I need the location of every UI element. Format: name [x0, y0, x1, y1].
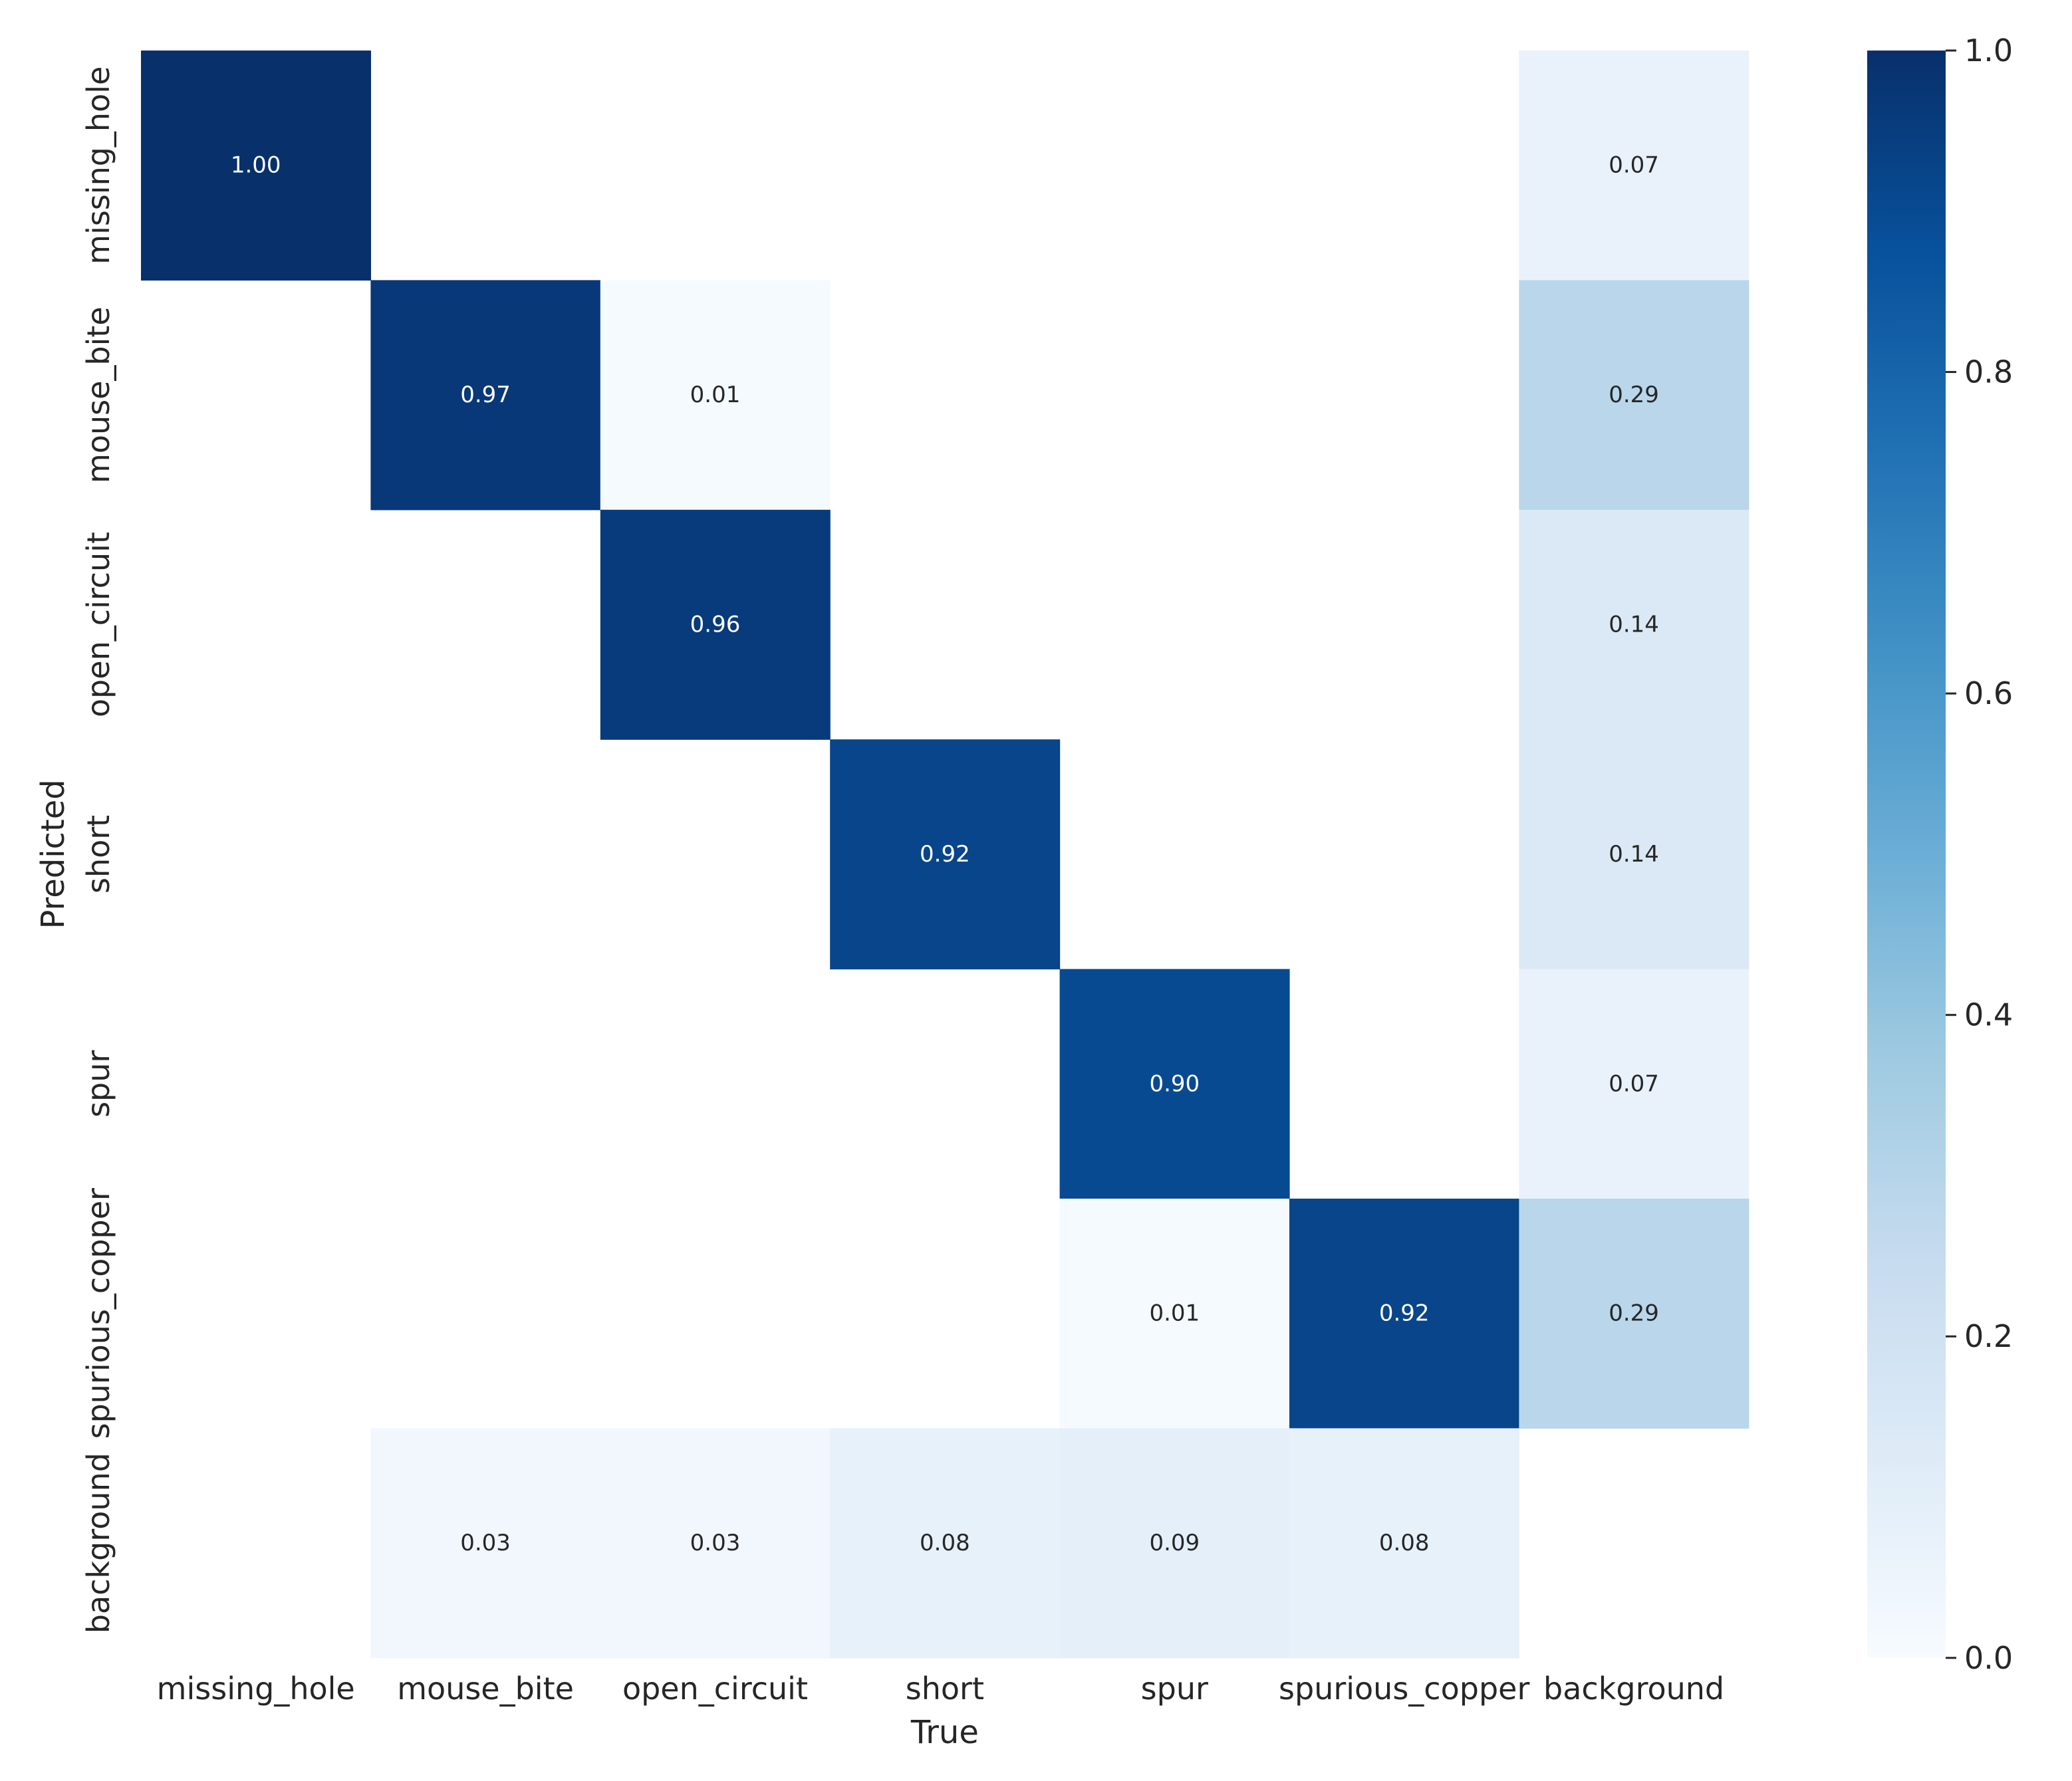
heatmap-cell — [370, 1428, 601, 1659]
x-axis-ticks: missing_hole mouse_bite open_circuit short s… — [157, 1671, 1724, 1707]
y-tick-label: short — [80, 815, 116, 893]
cell-value-label: 0.08 — [920, 1530, 970, 1556]
heatmap-cell — [370, 280, 601, 511]
heatmap-cell — [1519, 969, 1749, 1199]
heatmap-cell — [1059, 1428, 1290, 1659]
cell-value-label: 0.92 — [1379, 1300, 1430, 1327]
y-tick-label: background — [80, 1453, 116, 1633]
cell-value-label: 0.01 — [690, 382, 741, 408]
y-tick-label: spur — [80, 1050, 116, 1118]
y-tick-label: open_circuit — [80, 532, 116, 717]
colorbar-tick-label: 0.6 — [1964, 675, 2013, 711]
heatmap-cell — [830, 739, 1061, 970]
cell-value-label: 0.09 — [1149, 1530, 1200, 1556]
cell-value-label: 0.14 — [1609, 612, 1659, 638]
cell-value-label: 0.08 — [1379, 1530, 1430, 1556]
heatmap-cell — [600, 1428, 831, 1659]
cell-value-label: 0.29 — [1609, 1300, 1659, 1327]
colorbar-tick-label: 0.2 — [1964, 1318, 2013, 1354]
heatmap-cell — [600, 280, 831, 511]
y-tick-label: spurious_copper — [80, 1188, 116, 1439]
cell-value-label: 0.29 — [1609, 382, 1659, 408]
heatmap-cell — [1519, 51, 1749, 281]
colorbar: 0.0 0.2 0.4 0.6 0.8 1.0 — [1867, 33, 2013, 1676]
cell-value-label: 0.01 — [1149, 1300, 1200, 1327]
heatmap-cell — [600, 509, 831, 740]
x-tick-label: short — [906, 1671, 984, 1707]
x-tick-label: mouse_bite — [397, 1671, 574, 1707]
x-axis-title: True — [910, 1714, 979, 1751]
y-tick-label: missing_hole — [80, 66, 116, 265]
colorbar-gradient — [1867, 51, 1946, 1658]
heatmap-cell-labels: 1.00 0.07 0.97 0.01 0.29 0.96 0.14 0.92 0.14 0.90… — [231, 152, 1659, 1556]
cell-value-label: 0.03 — [460, 1530, 511, 1556]
x-tick-label: open_circuit — [622, 1671, 808, 1707]
cell-value-label: 0.07 — [1609, 1070, 1659, 1097]
heatmap-cell — [141, 51, 371, 281]
x-tick-label: spur — [1141, 1671, 1208, 1707]
cell-value-label: 0.03 — [690, 1530, 741, 1556]
heatmap-cells — [141, 51, 1749, 1659]
heatmap-cell — [1289, 1428, 1519, 1659]
heatmap-cell — [1519, 739, 1749, 970]
heatmap-cell — [1059, 1199, 1290, 1429]
colorbar-tick-label: 0.4 — [1964, 997, 2013, 1033]
heatmap-cell — [830, 1428, 1061, 1659]
colorbar-tick-label: 0.8 — [1964, 354, 2013, 390]
cell-value-label: 0.90 — [1149, 1070, 1200, 1097]
cell-value-label: 0.14 — [1609, 841, 1659, 868]
cell-value-label: 0.97 — [460, 382, 511, 408]
cell-value-label: 0.96 — [690, 612, 741, 638]
x-tick-label: spurious_copper — [1279, 1671, 1529, 1707]
heatmap-cell — [1289, 1199, 1519, 1429]
heatmap-cell — [1519, 280, 1749, 511]
cell-value-label: 1.00 — [231, 152, 281, 179]
heatmap-cell — [1059, 969, 1290, 1199]
heatmap-cell — [1519, 509, 1749, 740]
colorbar-tick-label: 1.0 — [1964, 33, 2013, 68]
y-axis-title: Predicted — [35, 779, 72, 929]
colorbar-tick-label: 0.0 — [1964, 1640, 2013, 1676]
cell-value-label: 0.92 — [920, 841, 970, 868]
x-tick-label: background — [1543, 1671, 1724, 1707]
heatmap-cell — [1519, 1199, 1749, 1429]
colorbar-ticks: 0.0 0.2 0.4 0.6 0.8 1.0 — [1946, 33, 2013, 1676]
cell-value-label: 0.07 — [1609, 152, 1659, 179]
y-tick-label: mouse_bite — [80, 306, 116, 483]
x-tick-label: missing_hole — [157, 1671, 355, 1707]
